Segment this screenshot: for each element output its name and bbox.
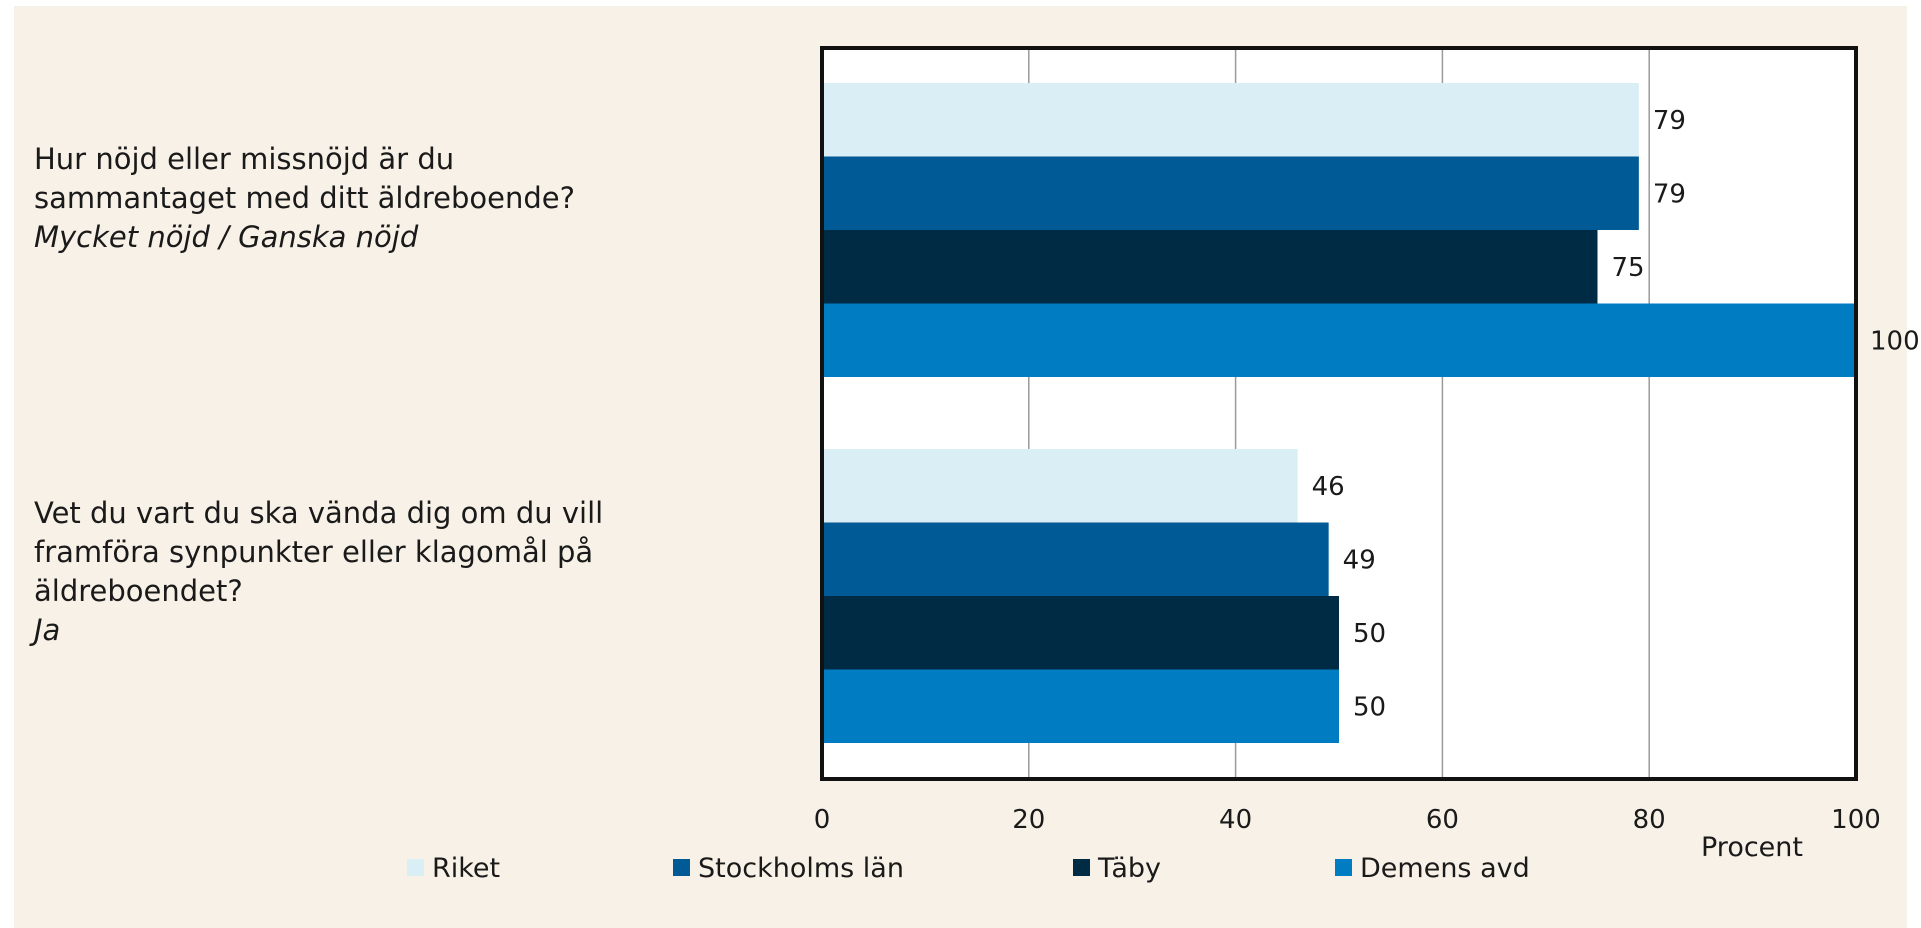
legend-swatch-1 — [673, 859, 690, 876]
data-label-1-2: 50 — [1353, 619, 1386, 649]
legend-swatch-0 — [407, 859, 424, 876]
data-label-0-1: 79 — [1653, 179, 1686, 209]
data-label-0-3: 100 — [1870, 326, 1920, 356]
x-tick-label-60: 60 — [1426, 805, 1459, 835]
legend-swatch-2 — [1073, 859, 1090, 876]
x-axis-title: Procent — [1701, 832, 1803, 863]
bar-0-0 — [822, 83, 1639, 157]
data-labels: 79 79 75 100 46 49 50 50 — [1312, 106, 1920, 723]
legend-label-2: Täby — [1097, 853, 1161, 884]
plot-frame — [820, 46, 1858, 781]
category-answer-1: Ja — [29, 613, 60, 647]
x-tick-label-40: 40 — [1219, 805, 1252, 835]
bar-1-2 — [822, 596, 1339, 670]
x-tick-labels: 0 20 40 60 80 100 — [814, 805, 1881, 835]
category-answer-0: Mycket nöjd / Ganska nöjd — [34, 220, 419, 254]
plot-border — [820, 46, 1858, 781]
category-label-0-line-0: Hur nöjd eller missnöjd är du — [34, 142, 454, 176]
bars — [822, 83, 1856, 743]
data-label-1-3: 50 — [1353, 692, 1386, 722]
bar-1-3 — [822, 669, 1339, 743]
category-labels: Hur nöjd eller missnöjd är du sammantaget… — [29, 142, 603, 647]
category-label-1-line-0: Vet du vart du ska vända dig om du vill — [34, 496, 603, 530]
bar-0-3 — [822, 303, 1856, 377]
x-tick-label-100: 100 — [1831, 805, 1881, 835]
category-label-0-line-1: sammantaget med ditt äldreboende? — [34, 181, 575, 215]
x-tick-label-20: 20 — [1012, 805, 1045, 835]
data-label-0-2: 75 — [1612, 253, 1645, 283]
legend-label-1: Stockholms län — [698, 853, 904, 884]
x-tick-label-80: 80 — [1633, 805, 1666, 835]
bar-1-1 — [822, 522, 1329, 596]
x-tick-label-0: 0 — [814, 805, 831, 835]
legend: Riket Stockholms län Täby Demens avd — [407, 853, 1530, 884]
legend-swatch-3 — [1335, 859, 1352, 876]
data-label-1-1: 49 — [1343, 545, 1376, 575]
bar-0-2 — [822, 230, 1598, 304]
data-label-1-0: 46 — [1312, 472, 1345, 502]
category-label-1-line-1: framföra synpunkter eller klagomål på — [34, 535, 593, 569]
bar-1-0 — [822, 449, 1298, 523]
legend-label-0: Riket — [432, 853, 500, 884]
legend-label-3: Demens avd — [1360, 853, 1530, 884]
bar-0-1 — [822, 156, 1639, 230]
category-label-1-line-2: äldreboendet? — [34, 574, 243, 608]
data-label-0-0: 79 — [1653, 106, 1686, 136]
